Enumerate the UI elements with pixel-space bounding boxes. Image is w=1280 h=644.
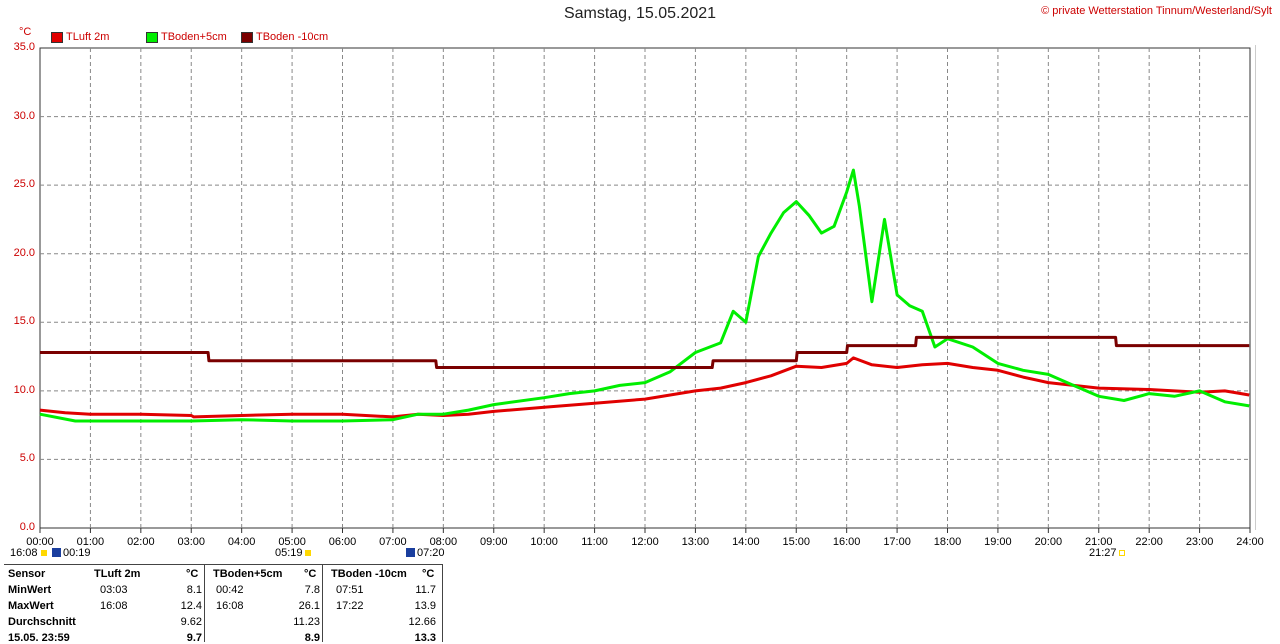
- stats-cell: 8.1: [186, 584, 202, 596]
- y-tick-label: 20.0: [13, 246, 35, 259]
- stats-header-unit: °C: [186, 568, 199, 580]
- stats-cell: 15.05. 23:59: [8, 632, 70, 644]
- stats-header-tluft: TLuft 2m: [94, 568, 141, 580]
- y-tick-label: 0.0: [19, 521, 35, 533]
- stats-cell: 17:22: [336, 600, 364, 612]
- sun-icon: [41, 550, 47, 556]
- y-tick-label: 5.0: [19, 452, 35, 465]
- moon-time: 07:20: [417, 547, 445, 559]
- x-tick-label: 08:00: [429, 536, 458, 548]
- legend-swatch: [51, 31, 63, 43]
- x-tick-label: 05:00: [278, 536, 306, 548]
- legend-label: TLuft 2m: [66, 31, 110, 43]
- stats-header-unit: °C: [304, 568, 317, 580]
- moonset-time: 16:08: [10, 547, 38, 559]
- legend-item-tluft: TLuft 2m: [51, 31, 109, 43]
- x-tick-label: 01:00: [76, 536, 105, 548]
- stats-cell: MaxWert: [8, 600, 54, 612]
- series-line-2: [39, 168, 1250, 423]
- moon-icon: [406, 548, 415, 557]
- y-tick-label: 35.0: [13, 41, 35, 53]
- x-tick-label: 13:00: [681, 536, 710, 548]
- stats-header-tboden5: TBoden+5cm: [213, 568, 283, 580]
- stats-header-tboden10: TBoden -10cm: [331, 568, 407, 580]
- stats-cell: 13.3: [414, 632, 436, 644]
- sunrise-time: 05:19: [275, 547, 303, 559]
- x-tick-label: 09:00: [479, 536, 508, 548]
- stats-header-sensor: Sensor: [8, 568, 46, 580]
- copyright-text: © private Wetterstation Tinnum/Westerlan…: [1041, 5, 1272, 17]
- y-tick-label: 10.0: [13, 383, 35, 396]
- legend-swatch: [241, 31, 253, 43]
- stats-cell: 13.9: [414, 600, 436, 612]
- x-tick-label: 11:00: [581, 536, 608, 548]
- x-tick-label: 22:00: [1135, 536, 1163, 548]
- stats-header-unit: °C: [422, 568, 435, 580]
- x-tick-label: 18:00: [933, 536, 962, 548]
- series-line-3: [40, 335, 1250, 369]
- x-tick-label: 20:00: [1034, 536, 1063, 548]
- x-tick-label: 07:00: [379, 536, 407, 548]
- x-tick-label: 02:00: [127, 536, 155, 548]
- x-tick-label: 14:00: [732, 536, 760, 548]
- stats-cell: MinWert: [8, 584, 52, 596]
- stats-cell: 16:08: [216, 600, 244, 612]
- stats-divider: [322, 565, 323, 642]
- stats-cell: 12.4: [180, 600, 202, 612]
- sunset-time: 21:27: [1089, 547, 1117, 559]
- x-tick-label: 06:00: [328, 536, 357, 548]
- legend-item-tboden10: TBoden -10cm: [241, 31, 328, 43]
- x-tick-label: 23:00: [1185, 536, 1214, 548]
- stats-cell: 8.9: [304, 632, 320, 644]
- x-tick-label: 17:00: [883, 536, 911, 548]
- y-tick-label: 15.0: [13, 315, 35, 328]
- x-tick-label: 19:00: [984, 536, 1012, 548]
- legend-swatch: [146, 31, 158, 43]
- moonrise-time: 00:19: [63, 547, 91, 559]
- series-line-1: [39, 356, 1250, 419]
- x-tick-label: 21:00: [1084, 536, 1113, 548]
- stats-cell: 16:08: [100, 600, 128, 612]
- sunset-icon: [1119, 550, 1125, 556]
- legend-label: TBoden+5cm: [161, 31, 227, 43]
- legend-item-tboden5: TBoden+5cm: [146, 31, 227, 43]
- chart-title: Samstag, 15.05.2021: [563, 5, 717, 22]
- x-tick-label: 15:00: [782, 536, 811, 548]
- right-scale-strip: [1255, 45, 1280, 530]
- stats-cell: 9.7: [186, 632, 202, 644]
- stats-cell: 7.8: [304, 584, 320, 596]
- stats-cell: 00:42: [216, 584, 244, 596]
- stats-cell: 11.7: [415, 584, 436, 596]
- stats-cell: 07:51: [336, 584, 364, 596]
- legend-label: TBoden -10cm: [256, 31, 329, 43]
- y-tick-label: 30.0: [13, 109, 35, 122]
- stats-cell: 03:03: [100, 584, 128, 596]
- x-tick-label: 04:00: [227, 536, 256, 548]
- moon-icon: [52, 548, 61, 557]
- stats-cell: 26.1: [298, 600, 320, 612]
- stats-table: Sensor TLuft 2m °C TBoden+5cm °C TBoden …: [4, 564, 443, 644]
- x-tick-label: 00:00: [26, 536, 54, 548]
- sun-icon: [305, 550, 311, 556]
- x-tick-label: 12:00: [631, 536, 659, 548]
- x-tick-label: 03:00: [177, 536, 206, 548]
- stats-cell: 12.66: [408, 616, 436, 628]
- stats-cell: 11.23: [293, 616, 320, 628]
- stats-cell: Durchschnitt: [8, 616, 76, 628]
- x-tick-label: 24:00: [1236, 536, 1264, 548]
- y-tick-label: 25.0: [13, 178, 35, 191]
- stats-cell: 9.62: [180, 616, 202, 628]
- stats-divider: [204, 565, 205, 642]
- y-unit-label: °C: [19, 26, 32, 38]
- x-tick-label: 16:00: [832, 536, 861, 548]
- x-tick-label: 10:00: [530, 536, 558, 548]
